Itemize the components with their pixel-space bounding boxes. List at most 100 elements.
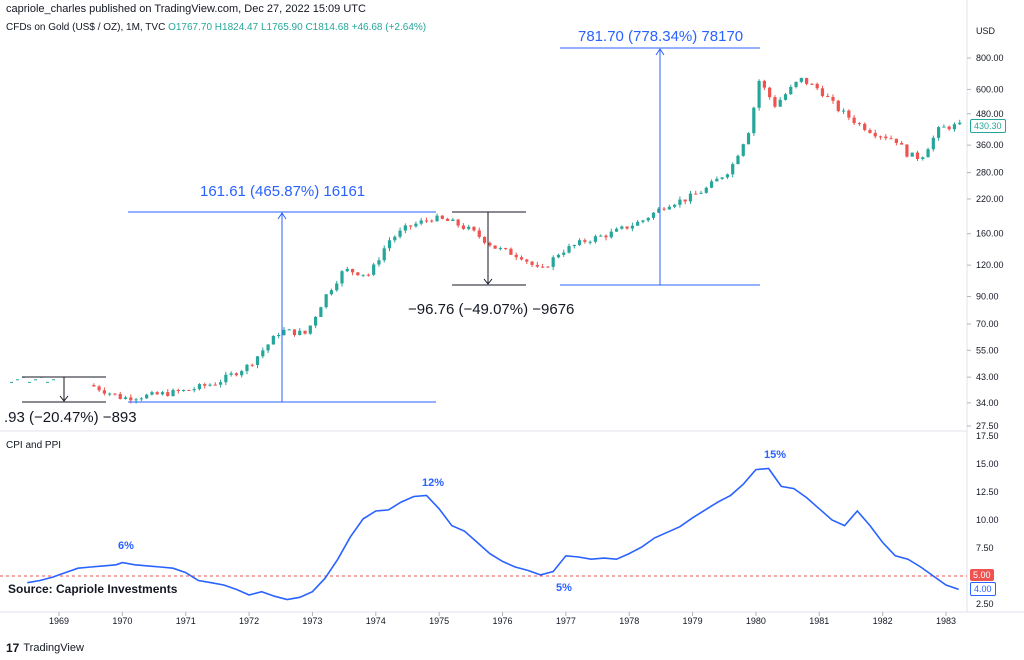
candle-body: [398, 230, 402, 237]
price-tick-label: 280.00: [976, 168, 1004, 178]
candle-body: [778, 99, 782, 107]
candle-body: [118, 394, 122, 400]
candle-body: [641, 220, 645, 222]
price-tick-label: 160.00: [976, 229, 1004, 239]
candle-body: [841, 110, 846, 112]
candle-body: [625, 226, 629, 229]
candle-body: [752, 107, 756, 134]
candle-body: [630, 225, 634, 229]
price-tick-label: 90.00: [976, 292, 999, 302]
candle-body: [683, 199, 687, 202]
candle-body: [108, 393, 112, 395]
candle-body: [324, 294, 328, 308]
candle-body: [477, 230, 481, 237]
candle-body: [197, 384, 202, 390]
price-tick-label: 43.00: [976, 372, 999, 382]
symbol-name: CFDs on Gold (US$ / OZ), 1M, TVC: [6, 22, 166, 33]
candle-body: [662, 208, 666, 210]
candle-body: [250, 364, 254, 366]
candle-body: [878, 136, 883, 138]
candle-body: [203, 384, 207, 386]
candle-body: [651, 212, 656, 218]
candle-body: [609, 231, 613, 238]
candle-body: [467, 226, 471, 229]
candle-body: [345, 268, 349, 272]
time-tick-label: 1973: [302, 616, 322, 626]
candle-body: [863, 123, 867, 131]
candle-body: [831, 96, 835, 101]
annotation-15pct: 15%: [764, 449, 787, 461]
candle-body: [799, 77, 803, 82]
candle-body: [699, 192, 703, 194]
candle-body: [826, 95, 830, 97]
price-tick-label: 27.50: [976, 421, 999, 431]
candle-body: [577, 240, 582, 246]
time-tick-label: 1982: [873, 616, 893, 626]
annotation-5pct: 5%: [556, 582, 572, 594]
candle-body: [868, 130, 872, 133]
candle-body: [361, 274, 365, 276]
candle-body: [456, 219, 460, 226]
candle-body: [910, 152, 914, 157]
candle-body: [372, 264, 376, 275]
candle-body: [277, 335, 281, 337]
change-value: +46.68 (+2.64%): [351, 22, 427, 33]
candle-body: [530, 261, 534, 265]
candle-body: [123, 397, 128, 400]
candle-body: [435, 215, 439, 222]
candle-body: [588, 241, 592, 243]
candle-body: [113, 393, 117, 395]
candle-body: [583, 240, 587, 242]
candle-body: [857, 123, 862, 125]
candle-body: [572, 245, 576, 247]
candle-body: [915, 152, 920, 160]
time-tick-label: 1970: [112, 616, 132, 626]
indicator-tick-label: 2.50: [976, 599, 994, 609]
measure-1-arrowhead: [59, 395, 69, 402]
price-tick-label: 480.00: [976, 109, 1004, 119]
candle-body: [604, 235, 608, 238]
candle-body: [319, 307, 323, 317]
candle-body: [836, 100, 840, 112]
cpi-ppi-line: [27, 467, 959, 601]
candle-body: [525, 259, 529, 262]
candle-body: [414, 223, 418, 227]
candle-body: [894, 138, 898, 143]
measure-3-arrowhead: [483, 278, 493, 285]
candle-body: [419, 220, 423, 224]
candle-body: [958, 122, 962, 125]
candle-body: [145, 394, 149, 399]
candle-body: [847, 110, 851, 118]
price-tick-label: 360.00: [976, 140, 1004, 150]
high-value: H1824.47: [214, 22, 259, 33]
candle-body: [160, 392, 165, 395]
time-tick-label: 1975: [429, 616, 449, 626]
candle-body: [292, 329, 297, 336]
candle-body: [725, 174, 730, 178]
candle-body: [387, 240, 392, 249]
price-tick-label: 220.00: [976, 194, 1004, 204]
candle-body: [805, 77, 809, 84]
candle-body: [884, 136, 888, 139]
time-tick-label: 1979: [683, 616, 703, 626]
candle-body: [514, 254, 518, 258]
annotation-12pct: 12%: [422, 477, 445, 489]
candle-body: [926, 149, 930, 158]
published-line: capriole_charles published on TradingVie…: [6, 3, 366, 15]
indicator-tick-label: 10.00: [976, 515, 999, 525]
candle-body: [794, 81, 798, 87]
candle-body: [731, 164, 735, 175]
candle-body: [688, 193, 693, 202]
indicator-tick-label: 15.00: [976, 459, 999, 469]
candle-body: [889, 138, 893, 140]
candle-body: [509, 248, 513, 255]
candle-body: [213, 384, 217, 386]
close-value: C1814.68: [305, 22, 349, 33]
candle-body: [335, 283, 339, 291]
indicator-tick-label: 7.50: [976, 543, 994, 553]
candle-body: [171, 389, 175, 396]
candle-body: [350, 268, 355, 273]
candle-body: [102, 390, 107, 394]
